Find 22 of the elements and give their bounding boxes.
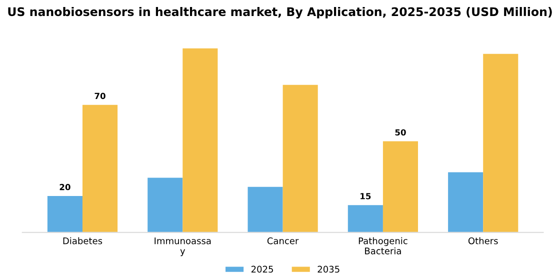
bar bbox=[382, 141, 418, 232]
legend-label: 2025 bbox=[251, 266, 273, 273]
bar bbox=[182, 48, 218, 232]
x-tick-label: Others bbox=[468, 237, 498, 244]
chart-title: US nanobiosensors in healthcare market, By Application, 2025-2035 (USD Million) bbox=[8, 7, 552, 19]
bar bbox=[148, 178, 183, 232]
bar bbox=[82, 104, 118, 232]
bar bbox=[47, 196, 82, 232]
x-tick-label: Cancer bbox=[267, 237, 299, 244]
bar bbox=[248, 186, 283, 232]
bar bbox=[348, 205, 383, 232]
legend-label: 2035 bbox=[318, 266, 340, 273]
data-label: 70 bbox=[94, 92, 106, 100]
x-tick-label: Pathogenic Bacteria bbox=[358, 237, 408, 254]
bar bbox=[448, 172, 484, 232]
data-label: 50 bbox=[395, 129, 406, 136]
x-tick-label: Diabetes bbox=[63, 237, 102, 244]
data-label: 15 bbox=[360, 193, 371, 200]
bar bbox=[483, 54, 518, 232]
x-tick-label: Immunoassay bbox=[154, 238, 211, 256]
bar bbox=[282, 84, 318, 232]
data-label: 20 bbox=[60, 184, 70, 190]
